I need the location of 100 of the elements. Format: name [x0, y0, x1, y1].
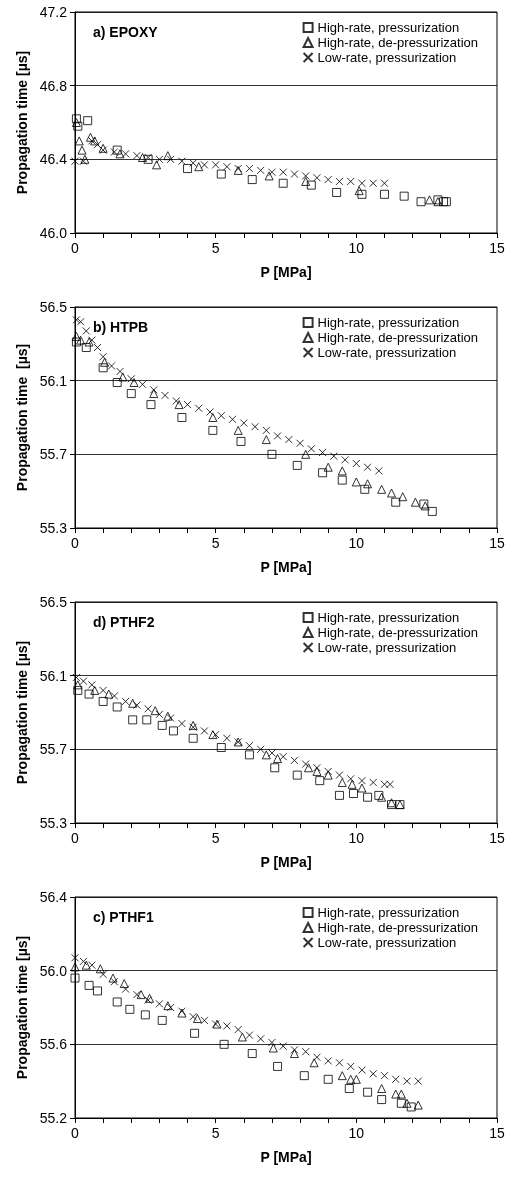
point	[73, 121, 83, 131]
point	[166, 155, 175, 164]
point	[84, 689, 94, 699]
x-tick-label: 0	[71, 535, 80, 551]
point	[81, 960, 91, 970]
point	[136, 990, 146, 1000]
point	[380, 1071, 389, 1080]
point	[82, 326, 91, 335]
point	[335, 771, 344, 780]
point	[236, 436, 246, 446]
legend-label: High-rate, de-pressurization	[317, 625, 478, 640]
point	[142, 715, 152, 725]
point	[119, 979, 129, 989]
point	[268, 1043, 278, 1053]
point	[267, 168, 276, 177]
point	[427, 506, 437, 516]
point	[79, 677, 88, 686]
point	[369, 778, 378, 787]
legend-label: High-rate, pressurization	[317, 20, 460, 35]
x-tick-label: 5	[211, 240, 220, 256]
point	[391, 497, 401, 507]
point	[127, 374, 136, 383]
point	[346, 1074, 356, 1084]
point	[357, 776, 366, 785]
point	[396, 1098, 406, 1108]
point	[208, 425, 218, 435]
point	[377, 1084, 387, 1094]
point	[157, 720, 167, 730]
point	[149, 389, 159, 399]
point	[245, 741, 254, 750]
point	[301, 1047, 310, 1056]
point	[183, 164, 193, 174]
point	[79, 957, 88, 966]
point	[228, 415, 237, 424]
point	[237, 1032, 247, 1042]
y-tick-label: 56.4	[39, 889, 68, 905]
point	[337, 777, 347, 787]
point	[337, 475, 347, 485]
point	[152, 160, 162, 170]
point	[247, 175, 257, 185]
legend-label: High-rate, de-pressurization	[317, 35, 478, 50]
point	[335, 177, 344, 186]
point	[121, 985, 130, 994]
point	[270, 763, 280, 773]
point	[71, 331, 81, 341]
point	[200, 726, 209, 735]
y-axis-title: Propagation time [µs]	[13, 935, 30, 1080]
point	[95, 964, 105, 974]
point	[85, 132, 95, 142]
y-tick-label: 55.3	[39, 815, 68, 831]
point	[74, 136, 84, 146]
point	[157, 1015, 167, 1025]
point	[144, 704, 153, 713]
x-tick-label: 15	[489, 240, 505, 256]
legend-label: Low-rate, pressurization	[317, 50, 457, 65]
point	[110, 977, 119, 986]
y-tick-label: 55.7	[39, 741, 68, 758]
point	[324, 175, 333, 184]
point	[188, 733, 198, 743]
point	[413, 1100, 423, 1110]
point	[410, 497, 420, 507]
point	[118, 372, 128, 382]
point	[76, 335, 86, 345]
point	[87, 961, 96, 970]
point	[284, 435, 293, 444]
point	[149, 385, 158, 394]
point	[267, 449, 277, 459]
point	[323, 770, 333, 780]
text: a) EPOXY	[93, 24, 159, 40]
point	[98, 363, 108, 373]
point	[357, 1066, 366, 1075]
point	[115, 149, 125, 159]
x-tick-label: 15	[489, 535, 505, 551]
point	[312, 1053, 321, 1062]
point	[128, 698, 138, 708]
point	[402, 1098, 412, 1108]
point	[351, 477, 361, 487]
x-tick-label: 5	[211, 1125, 220, 1141]
point	[93, 986, 103, 996]
point	[290, 170, 299, 179]
point	[233, 425, 243, 435]
point	[416, 197, 426, 207]
point	[315, 776, 325, 786]
text: b) HTPB	[93, 319, 149, 335]
point	[369, 1069, 378, 1078]
point	[256, 745, 265, 754]
point	[304, 763, 314, 773]
point	[346, 177, 355, 186]
point	[363, 479, 373, 489]
point	[363, 463, 372, 472]
text: d) PTHF2	[93, 614, 155, 630]
point	[318, 468, 328, 478]
point	[121, 697, 130, 706]
y-tick-label: 55.6	[39, 1036, 68, 1053]
point	[146, 400, 156, 410]
point	[81, 343, 91, 353]
x-axis-title: P [MPa]	[260, 264, 312, 280]
point	[245, 164, 254, 173]
point	[99, 686, 108, 695]
point	[337, 466, 347, 476]
